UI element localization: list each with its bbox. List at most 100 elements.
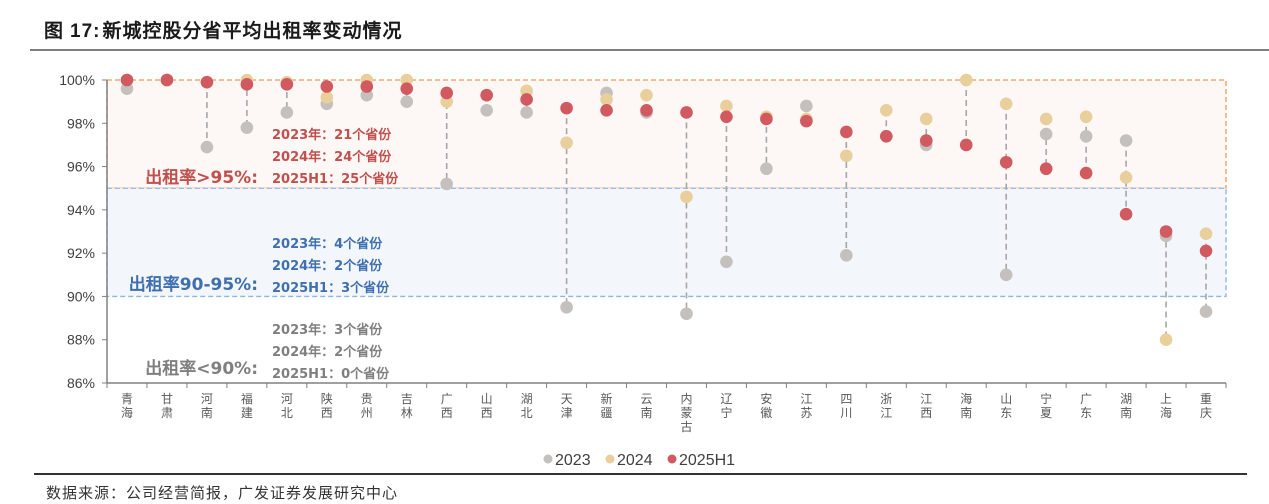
x-category-label: 江苏 (800, 392, 812, 420)
band-high (106, 79, 1227, 189)
dot-2024 (919, 112, 933, 126)
band-count-high: 2024年：24个省份 (272, 149, 392, 165)
dot-2023 (1199, 305, 1213, 318)
figure-title-number: 17: (70, 21, 101, 42)
legend-label-2024: 2024 (617, 452, 653, 469)
dot-2024 (680, 190, 693, 204)
dot-2025H1 (999, 155, 1013, 169)
legend-label-2025H1: 2025H1 (679, 452, 735, 469)
dot-2023 (440, 177, 453, 191)
dot-2025H1 (959, 138, 973, 152)
dot-2025H1 (800, 114, 813, 128)
x-category-label: 甘肃 (161, 392, 173, 420)
dot-2023 (720, 255, 733, 269)
x-category-label: 青海 (121, 392, 133, 420)
dot-2024 (600, 93, 613, 106)
dot-2024 (999, 97, 1013, 111)
dot-2024 (1159, 333, 1173, 347)
band-count-high: 2023年：21个省份 (272, 127, 392, 143)
dot-2023 (760, 162, 773, 176)
dot-2025H1 (600, 104, 613, 117)
band-mid (106, 187, 1227, 298)
dot-plot-chart: 86% 88% 90% 92% 94% 96% 98% 100% 青海甘肃河南福建河北陕西贵州吉… (59, 72, 1227, 469)
dot-2025H1 (680, 106, 693, 119)
x-category-label: 江西 (920, 392, 932, 420)
band-count-mid: 2024年：2个省份 (272, 258, 383, 274)
y-tick-label: 96% (67, 159, 95, 175)
dot-2024 (1119, 171, 1133, 184)
dot-2023 (1039, 127, 1053, 141)
dot-2023 (560, 300, 573, 314)
dot-2025H1 (1199, 244, 1213, 258)
y-tick-label: 90% (67, 288, 95, 304)
x-category-label: 吉林 (401, 392, 413, 420)
dot-2024 (959, 73, 973, 87)
dot-2024 (400, 73, 414, 87)
dot-2025H1 (1119, 207, 1133, 221)
dot-2023 (1119, 134, 1133, 147)
dot-2024 (640, 88, 653, 102)
figure-title-prefix: 图 (44, 20, 65, 42)
dot-2024 (520, 84, 533, 98)
legend: 2023 2024 2025H1 (543, 452, 735, 469)
band-count-low: 2024年：2个省份 (272, 344, 383, 360)
x-category-label: 安徽 (760, 391, 772, 420)
x-category-label: 河北 (281, 392, 293, 420)
x-category-label: 山东 (1000, 392, 1012, 420)
source-divider (34, 473, 1247, 475)
legend-label-2023: 2023 (555, 452, 591, 469)
dot-2024 (840, 149, 853, 163)
dot-2025H1 (480, 88, 493, 102)
dot-2025H1 (200, 75, 214, 89)
dot-2023 (240, 121, 254, 134)
figure-title: 图 17: 新城控股分省平均出租率变动情况 (44, 16, 403, 43)
x-category-label: 四川 (840, 392, 852, 420)
dot-2025H1 (1039, 162, 1053, 176)
dot-2025H1 (760, 112, 773, 126)
title-divider (30, 49, 1269, 51)
band-label-mid: 出租率90-95%: (129, 274, 258, 295)
dot-2023 (360, 88, 374, 102)
dot-2025H1 (560, 101, 573, 115)
dot-2025H1 (120, 73, 134, 87)
x-category-label: 贵州 (361, 392, 373, 420)
x-category-label: 湖南 (1120, 391, 1132, 420)
x-category-label: 广西 (441, 392, 453, 420)
legend-marker-2024 (605, 454, 615, 464)
x-category-label: 福建 (241, 391, 253, 420)
band-count-low: 2025H1：0个省份 (272, 366, 390, 382)
dot-2025H1 (840, 125, 853, 139)
x-category-label: 浙江 (880, 392, 892, 420)
x-category-label: 内蒙古 (680, 392, 692, 434)
dot-2024 (1199, 227, 1213, 240)
y-tick-label: 98% (67, 115, 95, 131)
axes-layer: 86% 88% 90% 92% 94% 96% 98% 100% 青海甘肃河南福建河北陕西贵州吉… (59, 72, 1227, 434)
y-tick-label: 92% (67, 245, 95, 261)
y-tick-label: 86% (67, 375, 95, 391)
band-layer (106, 79, 1227, 298)
band-label-high: 出租率>95%: (145, 167, 258, 188)
x-category-label: 湖北 (521, 391, 533, 420)
dot-2025H1 (240, 78, 254, 91)
dot-2023 (200, 140, 214, 154)
x-category-label: 河南 (201, 392, 213, 420)
x-category-label: 云南 (641, 392, 653, 420)
dot-2024 (560, 136, 573, 150)
dot-2024 (1039, 112, 1053, 126)
legend-marker-2023 (543, 454, 553, 464)
band-count-high: 2025H1：25个省份 (272, 171, 399, 187)
dot-2023 (800, 99, 813, 113)
x-category-label: 重庆 (1200, 392, 1212, 420)
dot-2025H1 (360, 80, 374, 93)
dot-2025H1 (919, 134, 933, 147)
dot-2023 (999, 268, 1013, 282)
dot-2023 (280, 106, 294, 119)
x-category-label: 新疆 (601, 391, 613, 420)
dot-2023 (520, 106, 533, 119)
source-note: 数据来源：公司经营简报，广发证券发展研究中心 (46, 484, 399, 502)
dot-2025H1 (320, 80, 334, 93)
dot-2023 (120, 82, 134, 95)
y-tick-label: 94% (67, 202, 95, 218)
band-count-low: 2023年：3个省份 (272, 322, 383, 338)
dot-2025H1 (1079, 166, 1093, 180)
